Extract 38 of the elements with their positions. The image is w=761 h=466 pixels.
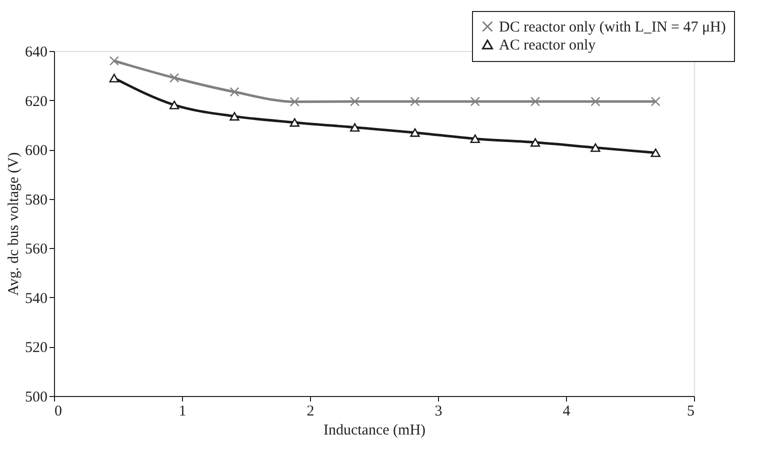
y-tick-label: 640 [25, 44, 48, 60]
y-tick-label: 620 [25, 94, 48, 110]
legend-label: DC reactor only (with L_IN = 47 μH) [499, 20, 726, 36]
point [590, 96, 600, 106]
x-tick-label: 4 [562, 404, 571, 420]
point [530, 138, 540, 147]
point [410, 128, 420, 137]
point [350, 123, 360, 132]
point [410, 96, 420, 106]
legend-label: AC reactor only [499, 38, 596, 54]
y-axis-title: Avg. dc bus voltage (V) [6, 152, 22, 296]
point [470, 134, 480, 143]
point [590, 143, 600, 152]
y-tick-label: 500 [25, 390, 48, 406]
x-tick-label: 0 [54, 404, 62, 420]
x-axis-title: Inductance (mH) [323, 422, 426, 438]
point [650, 96, 660, 106]
point [230, 112, 240, 121]
point [290, 118, 300, 127]
x-tick-label: 2 [306, 404, 314, 420]
point [169, 100, 180, 110]
point [530, 96, 540, 106]
point [350, 96, 360, 106]
point [470, 96, 480, 106]
point [109, 74, 119, 82]
x-tick-label: 5 [687, 404, 694, 420]
point [650, 148, 660, 158]
y-tick-label: 560 [25, 242, 48, 258]
y-tick-label: 540 [25, 290, 48, 307]
x-tick-label: 1 [178, 404, 186, 420]
y-tick-label: 580 [25, 192, 48, 208]
x-tick-label: 3 [434, 404, 442, 420]
point [290, 96, 300, 107]
y-tick-label: 600 [25, 143, 48, 160]
point [109, 56, 119, 66]
point [169, 73, 180, 83]
y-tick-label: 520 [25, 340, 48, 356]
point [230, 87, 240, 97]
